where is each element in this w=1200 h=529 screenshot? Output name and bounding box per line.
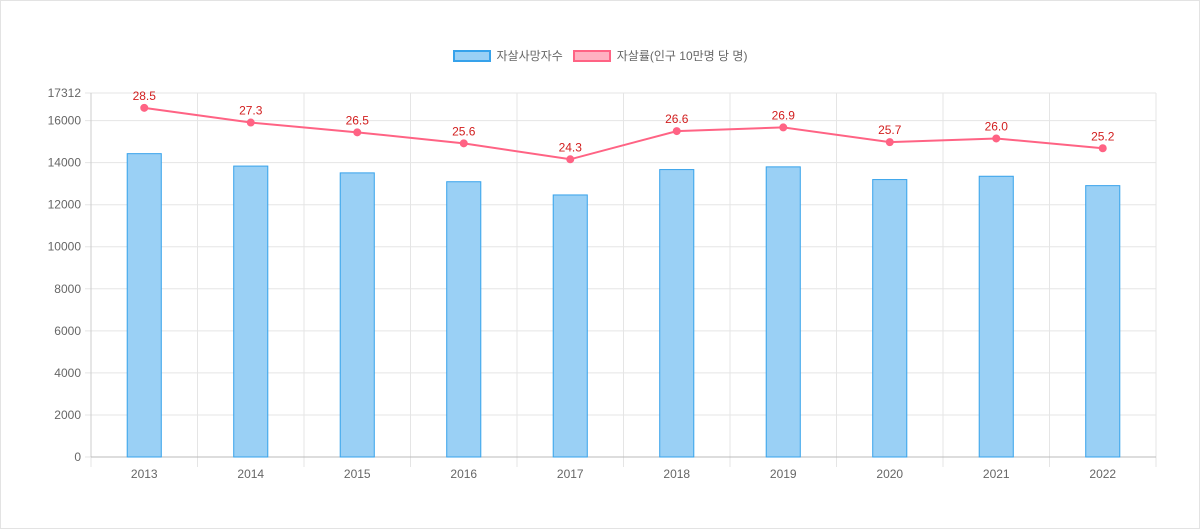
- rate-data-label: 24.3: [559, 140, 583, 154]
- x-tick-label: 2020: [876, 467, 903, 481]
- rate-point: [672, 127, 681, 136]
- x-tick-label: 2019: [770, 467, 797, 481]
- rate-point: [353, 128, 362, 137]
- bar: [552, 194, 588, 458]
- y-tick-label: 16000: [48, 114, 82, 128]
- rate-data-label: 26.9: [772, 108, 796, 122]
- rate-point: [779, 123, 788, 132]
- rate-data-label: 25.6: [452, 124, 476, 138]
- x-tick-label: 2015: [344, 467, 371, 481]
- x-tick-label: 2013: [131, 467, 158, 481]
- x-tick-label: 2017: [557, 467, 584, 481]
- y-tick-label: 14000: [48, 156, 82, 170]
- x-tick-label: 2022: [1089, 467, 1116, 481]
- legend-item-deaths[interactable]: 자살사망자수: [452, 47, 563, 64]
- bar: [1085, 185, 1121, 458]
- rate-point: [459, 139, 468, 148]
- rate-data-label: 28.5: [133, 89, 157, 103]
- legend: 자살사망자수 자살률(인구 10만명 당 명): [0, 47, 1200, 64]
- legend-swatch-bar: [452, 49, 491, 62]
- bar: [765, 166, 801, 458]
- bar: [978, 175, 1014, 458]
- y-tick-label: 10000: [48, 240, 82, 254]
- legend-item-rate[interactable]: 자살률(인구 10만명 당 명): [572, 47, 748, 64]
- x-tick-label: 2016: [450, 467, 477, 481]
- rate-line: [144, 106, 1103, 161]
- rate-data-label: 27.3: [239, 104, 263, 118]
- rate-point: [566, 155, 575, 164]
- rate-point: [992, 134, 1001, 143]
- rate-data-label: 26.6: [665, 112, 689, 126]
- bar: [446, 181, 482, 458]
- rate-point: [885, 138, 894, 147]
- legend-swatch-line: [572, 49, 611, 62]
- x-tick-label: 2021: [983, 467, 1010, 481]
- rate-point: [140, 103, 149, 112]
- y-tick-label: 12000: [48, 198, 82, 212]
- rate-data-label: 26.5: [346, 113, 370, 127]
- bar: [659, 169, 695, 458]
- rate-data-label: 25.2: [1091, 129, 1115, 143]
- legend-label-rate: 자살률(인구 10만명 당 명): [616, 49, 748, 63]
- x-tick-label: 2018: [663, 467, 690, 481]
- y-tick-label: 6000: [54, 324, 81, 338]
- bar: [339, 172, 375, 458]
- bar: [233, 165, 269, 458]
- rate-data-label: 26.0: [985, 119, 1009, 133]
- rate-data-label: 25.7: [878, 123, 902, 137]
- rate-point: [1098, 144, 1107, 153]
- y-tick-label: 2000: [54, 408, 81, 422]
- y-tick-label: 4000: [54, 366, 81, 380]
- y-tick-label: 8000: [54, 282, 81, 296]
- bar: [126, 153, 162, 458]
- rate-point: [246, 118, 255, 127]
- x-tick-label: 2014: [237, 467, 264, 481]
- bar: [872, 179, 908, 458]
- legend-label-deaths: 자살사망자수: [496, 49, 563, 63]
- y-tick-label: 17312: [48, 86, 82, 100]
- y-tick-label: 0: [74, 450, 81, 464]
